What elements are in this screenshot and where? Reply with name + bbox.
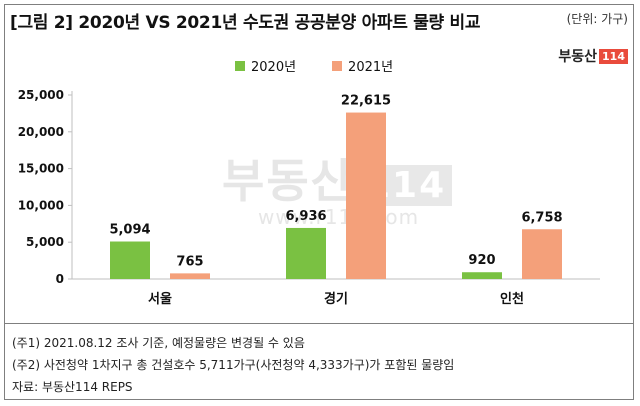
y-tick-label: 5,000 — [26, 235, 64, 249]
bar-2021-value-label: 22,615 — [341, 94, 391, 109]
bar-2021-value-label: 6,758 — [521, 210, 562, 225]
bar-2020-value-label: 6,936 — [285, 209, 326, 224]
x-category-label: 인천 — [500, 291, 524, 307]
legend-swatch-2021 — [332, 60, 343, 71]
unit-label: (단위: 가구) — [566, 12, 628, 26]
bar-2020-value-label: 920 — [468, 253, 495, 268]
y-tick-label: 25,000 — [18, 88, 64, 102]
chart-title: [그림 2] 2020년 VS 2021년 수도권 공공분양 아파트 물량 비교 — [10, 13, 481, 33]
legend-label-2021: 2021년 — [348, 60, 394, 75]
logo-text: 부동산 — [558, 49, 598, 65]
watermark-url: www.r114.com — [258, 205, 420, 229]
bar-2020 — [286, 227, 326, 279]
x-category-label: 경기 — [324, 291, 348, 307]
legend-item-2021: 2021년 — [332, 56, 393, 75]
watermark-text: 부동산 — [222, 154, 355, 208]
bar-chart: 0 5,000 10,000 15,000 20,000 25,000 서울 5,094 765… — [18, 88, 600, 307]
brand-logo: 부동산 114 — [558, 46, 628, 66]
y-tick-label: 15,000 — [18, 162, 64, 176]
legend-swatch-2020 — [235, 60, 245, 71]
y-tick-label: 0 — [56, 272, 64, 286]
bar-2021 — [346, 112, 386, 280]
footnotes: (주1) 2021.08.12 조사 기준, 예정물량은 변경될 수 있음 (주… — [4, 323, 634, 400]
bar-2021-value-label: 765 — [176, 254, 203, 269]
footnote-2: (주2) 사전청약 1차지구 총 건설호수 5,711가구(사전청약 4,333… — [12, 358, 455, 372]
bar-2020 — [462, 272, 502, 279]
bar-2021 — [522, 229, 562, 279]
y-tick-label: 10,000 — [18, 198, 64, 212]
x-category-label: 서울 — [148, 291, 172, 307]
legend-label-2020: 2020년 — [251, 60, 297, 75]
logo-number: 114 — [599, 48, 628, 64]
legend-item-2020: 2020년 — [235, 56, 296, 75]
footnote-1: (주1) 2021.08.12 조사 기준, 예정물량은 변경될 수 있음 — [12, 336, 305, 350]
source-note: 자료: 부동산114 REPS — [12, 380, 133, 394]
chart-frame — [4, 4, 634, 400]
y-tick-label: 20,000 — [18, 125, 64, 139]
bar-2020-value-label: 5,094 — [109, 223, 150, 238]
legend: 2020년 2021년 — [235, 56, 393, 75]
bar-2021 — [170, 273, 210, 279]
bar-2020 — [110, 241, 150, 279]
